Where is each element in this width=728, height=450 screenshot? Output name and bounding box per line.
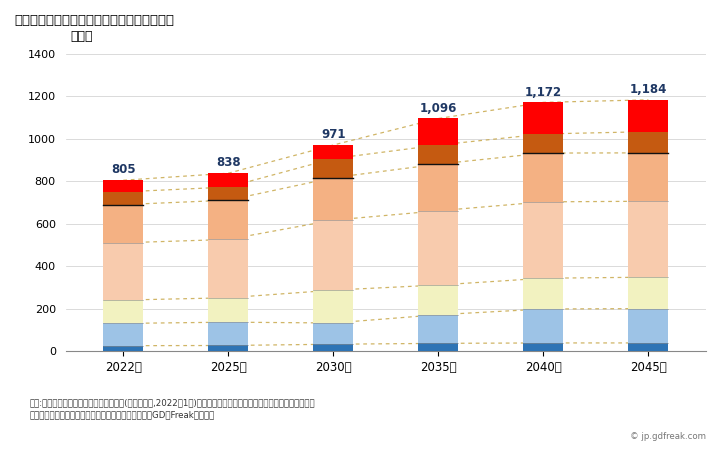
Bar [208,173,248,187]
Bar [208,187,248,200]
Text: © jp.gdfreak.com: © jp.gdfreak.com [630,432,706,441]
Text: 838: 838 [216,157,241,169]
Bar [103,324,143,346]
Bar [103,346,143,351]
Bar [313,290,353,323]
Bar [628,100,668,132]
Bar [103,180,143,192]
Bar [419,118,459,145]
Bar [523,134,563,153]
Bar [208,239,248,298]
Bar [419,343,459,351]
Bar [103,243,143,300]
Bar [313,344,353,351]
Bar [208,200,248,239]
Bar [419,164,459,211]
Bar [628,277,668,309]
Bar [419,285,459,315]
Bar [523,278,563,309]
Text: 1,184: 1,184 [630,83,667,96]
Text: ［人］: ［人］ [71,31,93,43]
Bar [208,322,248,346]
Bar [313,323,353,344]
Bar [419,315,459,343]
Text: 805: 805 [111,163,135,176]
Bar [523,309,563,343]
Bar [523,202,563,278]
Bar [523,343,563,351]
Bar [313,145,353,158]
Bar [313,158,353,178]
Bar [313,178,353,220]
Bar [628,132,668,153]
Bar [419,145,459,164]
Bar [419,211,459,285]
Bar [628,201,668,277]
Bar [103,192,143,205]
Bar [208,346,248,351]
Text: 軽井沢町の要介護（要支援）者数の将来推計: 軽井沢町の要介護（要支援）者数の将来推計 [15,14,175,27]
Bar [628,153,668,201]
Bar [208,298,248,322]
Text: 1,172: 1,172 [525,86,562,99]
Bar [628,343,668,351]
Bar [523,153,563,202]
Text: 971: 971 [321,128,346,141]
Bar [628,309,668,343]
Bar [313,220,353,290]
Bar [103,205,143,243]
Bar [523,102,563,134]
Text: 出所:実績値は「介護事業状況報告月報」(厚生労働省,2022年1月)。推計値は「全国又は都道府県の男女・年齢階層別
要介護度別平均認定率を当域内人口構成に当ては: 出所:実績値は「介護事業状況報告月報」(厚生労働省,2022年1月)。推計値は「… [29,398,314,419]
Text: 1,096: 1,096 [419,102,457,115]
Bar [103,300,143,324]
